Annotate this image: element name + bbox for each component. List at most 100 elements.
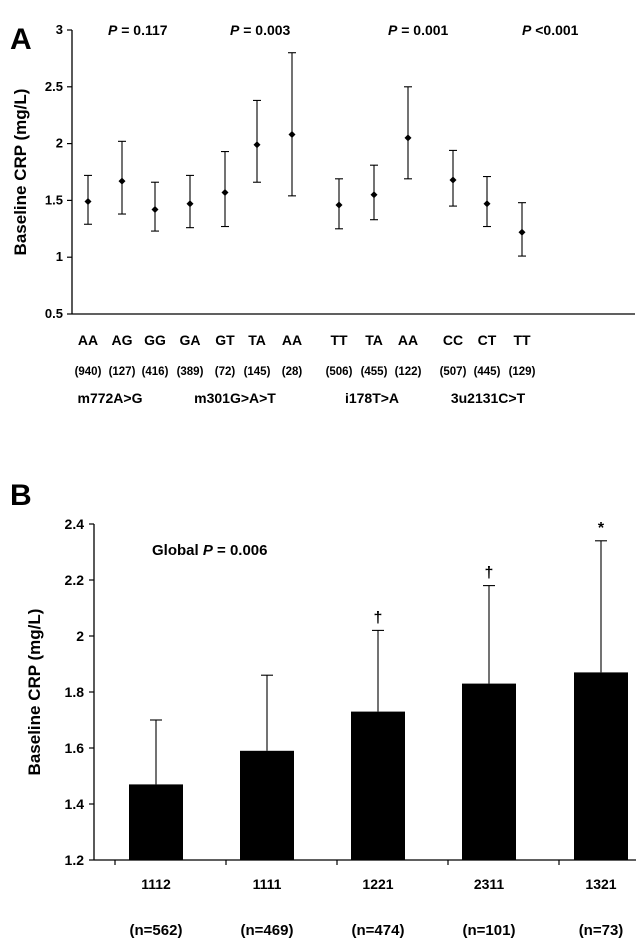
p-symbol: P bbox=[388, 22, 398, 38]
panel-a-count-label: (28) bbox=[282, 366, 303, 378]
panel-a-data-point bbox=[186, 200, 194, 208]
panel-a-data-point bbox=[404, 134, 412, 142]
p-value-text: = 0.001 bbox=[397, 22, 448, 38]
panel-a-category-label: AA bbox=[398, 332, 418, 348]
panel-a-group-label: 3u2131C>T bbox=[451, 390, 526, 406]
panel-b-category-label: 1221 bbox=[362, 876, 393, 892]
panel-a-point-group bbox=[84, 174, 92, 225]
panel-a-data-point bbox=[84, 198, 92, 206]
panel-a-x-labels: AA AG GG GA GT TA AA TT TA AA CC CT TT (940) (127) (416… bbox=[75, 332, 536, 406]
panel-a-count-label: (129) bbox=[509, 366, 536, 378]
panel-a-category-label: GG bbox=[144, 332, 166, 348]
panel-a-count-label: (389) bbox=[177, 366, 204, 378]
panel-b-y-tick-label: 2 bbox=[76, 628, 84, 644]
panel-a-point-group bbox=[253, 99, 261, 183]
global-p-symbol: P bbox=[203, 542, 214, 559]
panel-a-point-group bbox=[118, 140, 126, 215]
panel-a-count-label: (506) bbox=[326, 366, 353, 378]
panel-a-category-label: AA bbox=[282, 332, 302, 348]
panel-b-y-tick-label: 1.4 bbox=[65, 796, 85, 812]
panel-a-point-group bbox=[186, 174, 194, 229]
panel-a-group-label: i178T>A bbox=[345, 390, 399, 406]
panel-a-p-value: P <0.001 bbox=[522, 22, 579, 38]
panel-a-data-point bbox=[288, 131, 296, 139]
panel-a-category-label: TA bbox=[248, 332, 266, 348]
panel-a-y-tick-label: 2.5 bbox=[45, 79, 63, 94]
p-symbol: P bbox=[108, 22, 118, 38]
panel-a-count-label: (122) bbox=[395, 366, 422, 378]
panel-a-point-group bbox=[518, 202, 526, 257]
panel-a-point-group bbox=[449, 149, 457, 207]
p-value-text: = 0.117 bbox=[117, 22, 167, 38]
panel-b-y-tick-label: 2.4 bbox=[65, 516, 85, 532]
panel-a-data-point bbox=[151, 205, 159, 213]
panel-b-y-tick-label: 1.6 bbox=[65, 740, 85, 756]
panel-a-category-label: TA bbox=[365, 332, 383, 348]
panel-a-p-value: P = 0.003 bbox=[230, 22, 291, 38]
panel-b-count-label: (n=474) bbox=[352, 922, 405, 939]
panel-a-category-label: TT bbox=[513, 332, 531, 348]
p-value-text: = 0.003 bbox=[239, 22, 290, 38]
panel-a-category-label: AA bbox=[78, 332, 98, 348]
panel-b-x-labels: 1112 1111 1221 2311 1321 (n=562) (n=469) (n=474… bbox=[130, 876, 624, 939]
panel-b-significance-marker: * bbox=[598, 520, 605, 537]
panel-b-bar bbox=[462, 683, 516, 860]
panel-a-marks bbox=[84, 52, 526, 257]
global-p-value: = 0.006 bbox=[213, 542, 268, 559]
panel-a-point-group bbox=[483, 175, 491, 228]
panel-b-bar bbox=[129, 784, 183, 860]
panel-b-letter: B bbox=[10, 479, 32, 512]
panel-a-point-group bbox=[288, 52, 296, 197]
panel-b-significance-marker: † bbox=[485, 565, 494, 582]
panel-b-count-label: (n=73) bbox=[579, 922, 624, 939]
panel-a-group-label: m301G>A>T bbox=[194, 390, 276, 406]
panel-a-point-group bbox=[404, 86, 412, 180]
panel-a-category-label: AG bbox=[112, 332, 133, 348]
panel-b-y-tick-label: 2.2 bbox=[65, 572, 85, 588]
panel-a-y-tick-label: 2 bbox=[56, 136, 63, 151]
panel-a-category-label: CT bbox=[478, 332, 497, 348]
panel-b-category-label: 2311 bbox=[474, 876, 505, 892]
panel-a-count-label: (145) bbox=[244, 366, 271, 378]
panel-b-count-label: (n=101) bbox=[463, 922, 516, 939]
panel-b-axes: 1.2 1.4 1.6 1.8 2 2.2 2.4 bbox=[65, 516, 636, 868]
panel-a-count-label: (416) bbox=[142, 366, 169, 378]
panel-a-p-values: P = 0.117 P = 0.003 P = 0.001 P <0.001 bbox=[108, 22, 579, 38]
panel-a-count-label: (445) bbox=[474, 366, 501, 378]
panel-a-data-point bbox=[370, 191, 378, 199]
panel-b-bar bbox=[574, 672, 628, 860]
panel-a-letter: A bbox=[10, 23, 32, 56]
panel-b-category-label: 1112 bbox=[141, 876, 171, 892]
panel-b-y-tick-label: 1.2 bbox=[65, 852, 85, 868]
panel-b-global-p: Global P = 0.006 bbox=[152, 542, 268, 559]
panel-a-y-axis-label: Baseline CRP (mg/L) bbox=[11, 89, 30, 256]
panel-b-category-label: 1321 bbox=[585, 876, 616, 892]
panel-a-y-tick-label: 1 bbox=[56, 249, 63, 264]
panel-b-marks: † † * bbox=[129, 520, 628, 860]
panel-b-bar bbox=[240, 750, 294, 860]
p-value-text: <0.001 bbox=[531, 22, 578, 38]
panel-b-bar-group: * bbox=[574, 520, 628, 860]
panel-b-count-label: (n=469) bbox=[241, 922, 294, 939]
panel-a-data-point bbox=[221, 188, 229, 196]
global-p-prefix: Global bbox=[152, 542, 203, 559]
panel-a-category-label: GT bbox=[215, 332, 235, 348]
panel-a-p-value: P = 0.001 bbox=[388, 22, 449, 38]
panel-a-data-point bbox=[449, 176, 457, 184]
panel-b-y-tick-label: 1.8 bbox=[65, 684, 85, 700]
panel-a-y-tick-label: 0.5 bbox=[45, 306, 63, 321]
panel-a-point-group bbox=[151, 181, 159, 232]
panel-a-p-value: P = 0.117 bbox=[108, 22, 168, 38]
panel-a-data-point bbox=[118, 177, 126, 185]
panel-a-point-group bbox=[370, 164, 378, 221]
panel-a-data-point bbox=[335, 201, 343, 209]
panel-a-data-point bbox=[518, 228, 526, 236]
panel-a-point-group bbox=[221, 151, 229, 228]
panel-b-bar-group bbox=[129, 719, 183, 860]
panel-b-count-label: (n=562) bbox=[130, 922, 183, 939]
panel-a-y-tick-label: 3 bbox=[56, 22, 63, 37]
panel-a-category-label: TT bbox=[330, 332, 348, 348]
panel-b-bar-group: † bbox=[462, 565, 516, 860]
panel-a-count-label: (455) bbox=[361, 366, 388, 378]
